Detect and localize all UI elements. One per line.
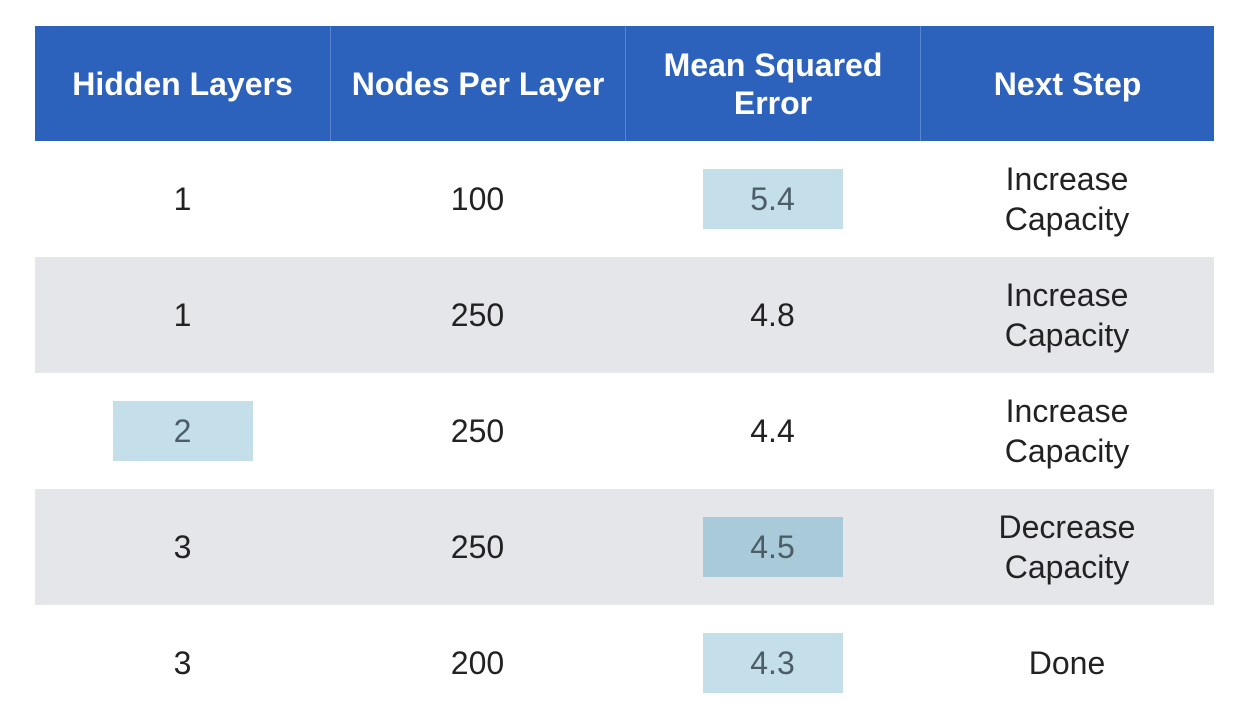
results-table: Hidden Layers Nodes Per Layer Mean Squar… bbox=[35, 26, 1214, 721]
table-row: 1 100 5.4 Increase Capacity bbox=[35, 141, 1214, 257]
highlighted-value: 4.5 bbox=[702, 517, 843, 577]
table-row: 2 250 4.4 Increase Capacity bbox=[35, 373, 1214, 489]
nodes-per-layer-cell: 250 bbox=[330, 373, 625, 489]
cell-value: 250 bbox=[450, 413, 505, 449]
highlighted-value: 4.3 bbox=[702, 633, 843, 693]
cell-value: 3 bbox=[173, 529, 192, 565]
next-step-text: Increase Capacity bbox=[1004, 277, 1130, 353]
hidden-layers-cell: 3 bbox=[35, 605, 330, 721]
mse-cell: 5.4 bbox=[625, 141, 920, 257]
cell-value: 250 bbox=[450, 529, 505, 565]
cell-value: 4.8 bbox=[750, 297, 795, 333]
next-step-cell: Done bbox=[920, 605, 1214, 721]
next-step-text: Increase Capacity bbox=[1004, 393, 1130, 469]
header-mean-squared-error: Mean Squared Error bbox=[625, 26, 920, 141]
hidden-layers-cell: 2 bbox=[35, 373, 330, 489]
header-hidden-layers: Hidden Layers bbox=[72, 65, 293, 102]
mse-cell: 4.5 bbox=[625, 489, 920, 605]
cell-value: 200 bbox=[450, 645, 505, 681]
hidden-layers-cell: 1 bbox=[35, 257, 330, 373]
hidden-layers-cell: 1 bbox=[35, 141, 330, 257]
hidden-layers-cell: 3 bbox=[35, 489, 330, 605]
table-row: 1 250 4.8 Increase Capacity bbox=[35, 257, 1214, 373]
header-mse-label: Mean Squared Error bbox=[663, 46, 883, 121]
nodes-per-layer-cell: 100 bbox=[330, 141, 625, 257]
cell-value: 1 bbox=[173, 181, 192, 217]
nodes-per-layer-cell: 250 bbox=[330, 489, 625, 605]
next-step-cell: Increase Capacity bbox=[920, 373, 1214, 489]
header-nodes-per-layer: Nodes Per Layer bbox=[330, 26, 625, 141]
mse-cell: 4.8 bbox=[625, 257, 920, 373]
cell-value: 4.4 bbox=[750, 413, 795, 449]
next-step-text: Decrease Capacity bbox=[998, 509, 1136, 585]
highlighted-value: 2 bbox=[112, 401, 253, 461]
header-next-step: Next Step bbox=[920, 26, 1214, 141]
table-header: Hidden Layers Nodes Per Layer Mean Squar… bbox=[35, 26, 1214, 141]
table-row: 3 250 4.5 Decrease Capacity bbox=[35, 489, 1214, 605]
table-row: 3 200 4.3 Done bbox=[35, 605, 1214, 721]
cell-value: 100 bbox=[450, 181, 505, 217]
cell-value: 1 bbox=[173, 297, 192, 333]
cell-value: 250 bbox=[450, 297, 505, 333]
mse-cell: 4.3 bbox=[625, 605, 920, 721]
nodes-per-layer-cell: 200 bbox=[330, 605, 625, 721]
mse-cell: 4.4 bbox=[625, 373, 920, 489]
next-step-cell: Increase Capacity bbox=[920, 257, 1214, 373]
next-step-text: Increase Capacity bbox=[1004, 161, 1130, 237]
next-step-text: Done bbox=[1028, 645, 1106, 681]
next-step-cell: Increase Capacity bbox=[920, 141, 1214, 257]
cell-value: 3 bbox=[173, 645, 192, 681]
highlighted-value: 5.4 bbox=[702, 169, 843, 229]
next-step-cell: Decrease Capacity bbox=[920, 489, 1214, 605]
nodes-per-layer-cell: 250 bbox=[330, 257, 625, 373]
table-body: 1 100 5.4 Increase Capacity 1 250 4.8 Increase … bbox=[35, 141, 1214, 721]
